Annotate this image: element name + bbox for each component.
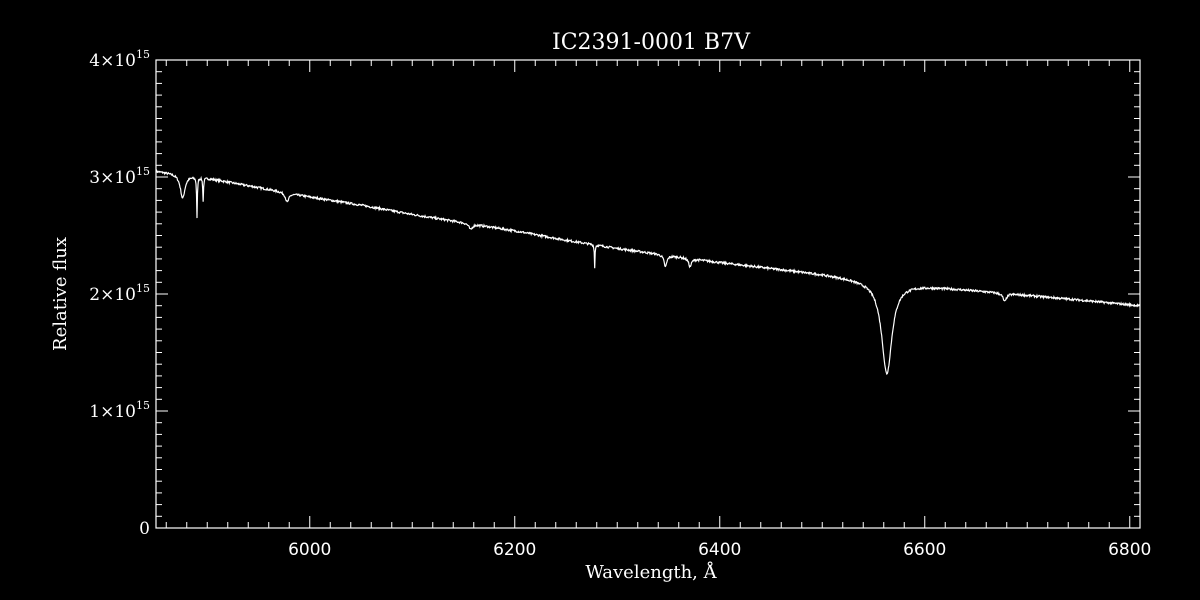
y-tick-labels: 0 1×1015 2×1015 3×1015 4×1015 (89, 48, 150, 539)
x-tick-labels: 6000 6200 6400 6600 6800 (288, 540, 1151, 560)
x-tick-label: 6600 (903, 540, 946, 560)
chart-title: IC2391-0001 B7V (552, 30, 751, 55)
y-tick-label: 2×1015 (89, 282, 150, 305)
x-axis-label: Wavelength, Å (585, 561, 717, 583)
x-tick-label: 6000 (288, 540, 331, 560)
y-tick-label: 3×1015 (89, 165, 150, 188)
x-tick-label: 6800 (1108, 540, 1151, 560)
y-axis-label: Relative flux (50, 237, 71, 351)
y-tick-label: 4×1015 (89, 48, 150, 71)
x-tick-label: 6400 (698, 540, 741, 560)
y-tick-label: 0 (139, 519, 150, 539)
y-tick-label: 1×1015 (89, 399, 150, 422)
axis-ticks (156, 59, 1140, 529)
spectrum-line (155, 168, 1141, 376)
x-tick-label: 6200 (493, 540, 536, 560)
plot-frame (155, 59, 1141, 529)
